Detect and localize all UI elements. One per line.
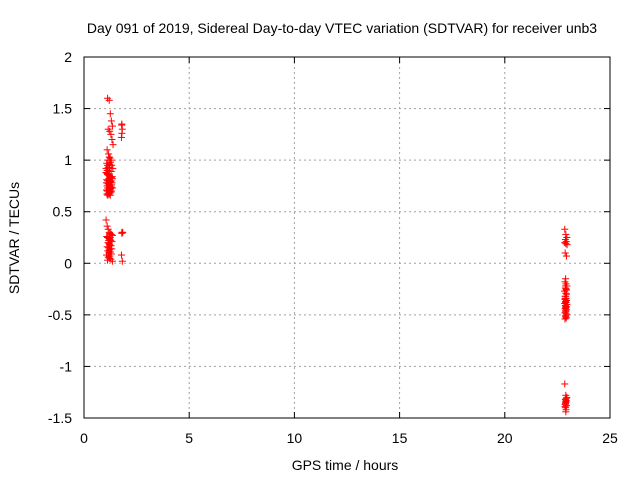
data-point: [562, 286, 570, 294]
y-tick-label: -1.5: [48, 410, 72, 426]
data-point: [104, 156, 112, 164]
data-point: [562, 408, 570, 416]
tick-labels: 0 5 10 15 20 25 -1.5 -1 -0.5 0 0.5 1 1.5 2: [48, 49, 618, 446]
y-tick-label: 0: [64, 255, 72, 271]
data-point: [108, 173, 116, 181]
data-point: [107, 167, 115, 175]
data-point: [561, 225, 569, 233]
data-point: [562, 252, 570, 260]
data-point: [562, 314, 570, 322]
grid: [84, 57, 610, 418]
data-point: [102, 164, 110, 172]
data-point: [118, 121, 126, 129]
y-tick-label: 2: [64, 49, 72, 65]
y-tick-label: 1: [64, 152, 72, 168]
data-point: [117, 251, 125, 259]
axes-ticks: [83, 56, 611, 419]
data-point: [561, 294, 569, 302]
y-axis-label: SDTVAR / TECUs: [6, 182, 22, 294]
data-point: [107, 177, 115, 185]
x-axis-label: GPS time / hours: [292, 457, 399, 473]
data-point: [561, 315, 569, 323]
x-tick-label: 5: [185, 430, 193, 446]
data-points: [102, 94, 571, 416]
data-point: [106, 160, 114, 168]
data-point: [106, 191, 114, 199]
data-point: [104, 225, 112, 233]
x-tick-label: 25: [602, 430, 618, 446]
y-tick-label: 0.5: [53, 204, 73, 220]
data-point: [104, 171, 112, 179]
data-point: [105, 150, 113, 158]
data-point: [118, 228, 126, 236]
data-point: [105, 237, 113, 245]
data-point: [109, 141, 117, 149]
data-point: [105, 241, 113, 249]
data-point: [109, 164, 117, 172]
data-point: [562, 240, 570, 248]
x-tick-label: 0: [80, 430, 88, 446]
data-point: [562, 397, 570, 405]
data-point: [108, 122, 116, 130]
data-point: [104, 256, 112, 264]
data-point: [108, 136, 116, 144]
y-tick-label: -1: [60, 358, 73, 374]
plot-frame: [83, 56, 611, 419]
data-point: [561, 403, 569, 411]
data-point: [102, 216, 110, 224]
data-point: [561, 380, 569, 388]
data-point: [562, 303, 570, 311]
x-tick-label: 20: [497, 430, 513, 446]
data-point: [563, 241, 571, 249]
data-point: [562, 282, 570, 290]
data-point: [107, 117, 115, 125]
data-point: [105, 96, 113, 104]
data-point: [103, 222, 111, 230]
data-point: [103, 146, 111, 154]
data-point: [561, 249, 569, 257]
y-tick-label: 1.5: [53, 101, 73, 117]
data-point: [118, 257, 126, 265]
data-point: [105, 190, 113, 198]
data-point: [107, 130, 115, 138]
data-point: [107, 230, 115, 238]
y-tick-label: -0.5: [48, 307, 72, 323]
data-point: [106, 234, 114, 241]
data-point: [103, 159, 111, 167]
data-point: [106, 110, 114, 118]
x-tick-label: 15: [392, 430, 408, 446]
data-point: [106, 127, 114, 135]
data-point: [108, 245, 116, 253]
data-point: [118, 129, 126, 137]
data-point: [108, 257, 116, 265]
chart-title: Day 091 of 2019, Sidereal Day-to-day VTE…: [87, 20, 597, 36]
data-point: [105, 153, 113, 161]
x-tick-label: 10: [287, 430, 303, 446]
